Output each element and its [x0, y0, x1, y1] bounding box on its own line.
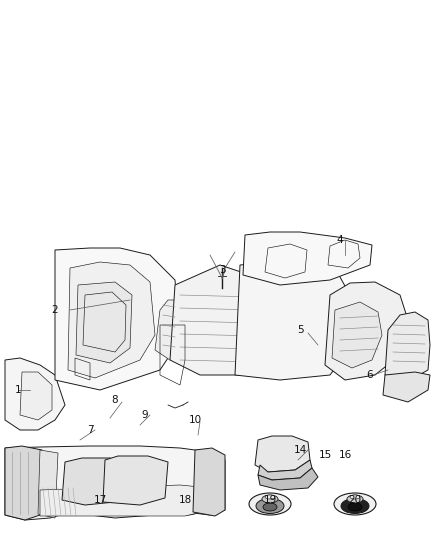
Polygon shape — [68, 262, 155, 378]
Polygon shape — [193, 448, 225, 516]
Ellipse shape — [178, 503, 192, 511]
Text: 2: 2 — [52, 305, 58, 315]
Polygon shape — [255, 436, 310, 472]
Polygon shape — [235, 260, 350, 380]
Ellipse shape — [177, 495, 193, 503]
Text: 14: 14 — [293, 445, 307, 455]
Polygon shape — [55, 248, 180, 390]
Ellipse shape — [350, 495, 360, 499]
Polygon shape — [155, 300, 195, 360]
Ellipse shape — [347, 495, 363, 503]
Polygon shape — [20, 372, 52, 420]
Polygon shape — [40, 485, 210, 516]
Ellipse shape — [263, 503, 277, 511]
Text: 5: 5 — [297, 325, 303, 335]
Ellipse shape — [341, 498, 369, 513]
Polygon shape — [5, 446, 225, 520]
Polygon shape — [5, 358, 65, 430]
Text: 10: 10 — [188, 415, 201, 425]
Ellipse shape — [334, 493, 376, 515]
Polygon shape — [258, 460, 312, 480]
Polygon shape — [332, 302, 382, 368]
Polygon shape — [170, 265, 260, 375]
Polygon shape — [5, 446, 42, 520]
Text: 8: 8 — [112, 395, 118, 405]
Text: 7: 7 — [87, 425, 93, 435]
Polygon shape — [383, 372, 430, 402]
Polygon shape — [76, 282, 132, 363]
Ellipse shape — [79, 493, 121, 515]
Ellipse shape — [95, 495, 105, 499]
Ellipse shape — [93, 503, 107, 511]
Polygon shape — [38, 450, 58, 518]
Text: 15: 15 — [318, 450, 332, 460]
Ellipse shape — [164, 493, 206, 515]
Polygon shape — [258, 468, 318, 490]
Text: 6: 6 — [367, 370, 373, 380]
Text: 20: 20 — [349, 495, 361, 505]
Polygon shape — [243, 232, 372, 285]
Ellipse shape — [180, 495, 190, 499]
Ellipse shape — [348, 503, 362, 511]
Ellipse shape — [171, 498, 199, 513]
Text: 17: 17 — [93, 495, 106, 505]
Ellipse shape — [262, 495, 278, 503]
Text: 1: 1 — [15, 385, 21, 395]
Polygon shape — [62, 458, 130, 505]
Polygon shape — [103, 456, 168, 505]
Text: 9: 9 — [141, 410, 148, 420]
Ellipse shape — [86, 498, 114, 513]
Text: 4: 4 — [337, 235, 343, 245]
Ellipse shape — [256, 498, 284, 513]
Polygon shape — [385, 312, 430, 380]
Text: 19: 19 — [263, 495, 277, 505]
Text: 3: 3 — [219, 265, 225, 275]
Text: 18: 18 — [178, 495, 192, 505]
Ellipse shape — [92, 495, 108, 503]
Ellipse shape — [265, 495, 275, 499]
Polygon shape — [325, 282, 408, 380]
Ellipse shape — [249, 493, 291, 515]
Text: 16: 16 — [339, 450, 352, 460]
